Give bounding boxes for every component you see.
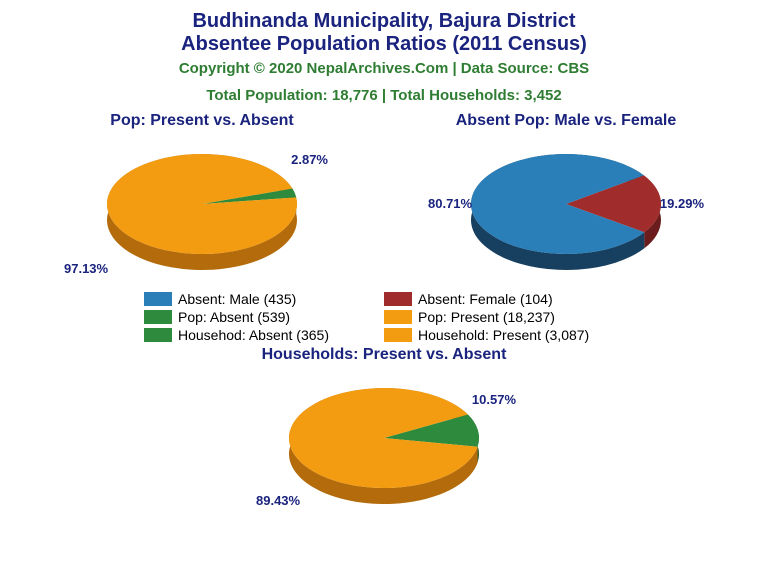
chart-absent-male-female: Absent Pop: Male vs. Female 80.71% 19.29… xyxy=(391,112,741,284)
legend-item: Pop: Present (18,237) xyxy=(384,309,624,325)
title-line-1: Budhinanda Municipality, Bajura District xyxy=(0,0,768,33)
legend-swatch xyxy=(384,328,412,342)
legend-item: Absent: Male (435) xyxy=(144,291,384,307)
totals-line: Total Population: 18,776 | Total Househo… xyxy=(0,87,768,104)
chart1-pie: 2.87% 97.13% xyxy=(72,134,332,284)
legend-item: Househod: Absent (365) xyxy=(144,327,384,343)
legend-swatch xyxy=(384,310,412,324)
top-charts-row: Pop: Present vs. Absent 2.87% 97.13% Abs… xyxy=(0,112,768,284)
legend-text: Absent: Female (104) xyxy=(418,291,553,307)
chart1-title: Pop: Present vs. Absent xyxy=(110,112,293,130)
legend-swatch xyxy=(144,310,172,324)
legend-swatch xyxy=(144,328,172,342)
legend-item: Absent: Female (104) xyxy=(384,291,624,307)
legend-text: Absent: Male (435) xyxy=(178,291,296,307)
chart2-pie: 80.71% 19.29% xyxy=(436,134,696,284)
legend-item: Household: Present (3,087) xyxy=(384,327,624,343)
chart3-pie: 10.57% 89.43% xyxy=(254,368,514,518)
legend-item: Pop: Absent (539) xyxy=(144,309,384,325)
chart2-title: Absent Pop: Male vs. Female xyxy=(456,112,677,130)
legend-swatch xyxy=(144,292,172,306)
legend-text: Househod: Absent (365) xyxy=(178,327,329,343)
legend-text: Household: Present (3,087) xyxy=(418,327,589,343)
chart3-pct-small: 10.57% xyxy=(472,392,516,407)
chart1-pct-large: 97.13% xyxy=(64,261,108,276)
chart1-pct-small: 2.87% xyxy=(291,152,328,167)
legend-text: Pop: Present (18,237) xyxy=(418,309,555,325)
chart3-pct-large: 89.43% xyxy=(256,493,300,508)
chart-households: Households: Present vs. Absent 10.57% 89… xyxy=(0,346,768,518)
legend: Absent: Male (435) Absent: Female (104) Po… xyxy=(124,290,644,344)
title-line-2: Absentee Population Ratios (2011 Census) xyxy=(0,33,768,56)
copyright-line: Copyright © 2020 NepalArchives.Com | Dat… xyxy=(0,60,768,77)
legend-text: Pop: Absent (539) xyxy=(178,309,290,325)
chart2-pct-large: 80.71% xyxy=(428,196,472,211)
chart2-pct-small: 19.29% xyxy=(660,196,704,211)
legend-swatch xyxy=(384,292,412,306)
chart-pop-present-absent: Pop: Present vs. Absent 2.87% 97.13% xyxy=(27,112,377,284)
chart3-title: Households: Present vs. Absent xyxy=(262,346,507,364)
